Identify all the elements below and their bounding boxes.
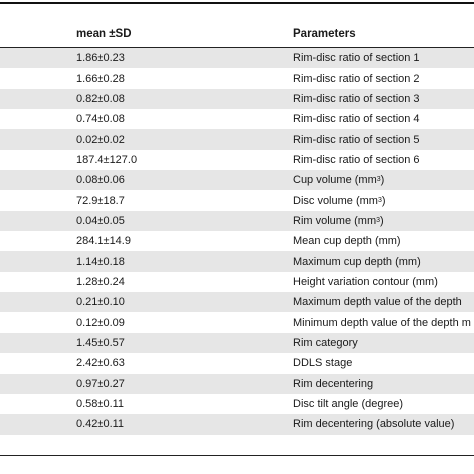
cell-parameter: Rim-disc ratio of section 6	[293, 153, 420, 166]
table-row: 1.86±0.23 Rim-disc ratio of section 1	[0, 48, 474, 69]
header-mean-sd: mean ±SD	[76, 28, 132, 40]
cell-mean: 0.58±0.11	[76, 398, 125, 411]
parameter-suffix: )	[380, 214, 384, 227]
table-header-rule	[0, 47, 474, 48]
table-row: 2.42±0.63 DDLS stage	[0, 353, 474, 373]
cell-parameter: Rim-disc ratio of section 3	[293, 92, 420, 105]
cell-mean: 0.02±0.02	[76, 133, 125, 146]
cell-mean: 2.42±0.63	[76, 357, 125, 370]
table-bottom-rule	[0, 455, 474, 456]
cell-parameter: Rim-disc ratio of section 1	[293, 52, 420, 65]
cell-mean: 1.66±0.28	[76, 72, 125, 85]
table-row: 187.4±127.0 Rim-disc ratio of section 6	[0, 150, 474, 170]
cell-mean: 0.04±0.05	[76, 214, 125, 227]
table-row: 0.08±0.06 Cup volume (mm 3)	[0, 170, 474, 191]
table-row: 0.12±0.09 Minimum depth value of the dep…	[0, 312, 474, 332]
cell-parameter: Disc tilt angle (degree)	[293, 398, 404, 411]
parameter-suffix: )	[380, 174, 385, 187]
cell-mean: 0.82±0.08	[76, 92, 125, 105]
table-row: 0.42±0.11 Rim decentering (absolute valu…	[0, 414, 474, 435]
parameter-text: Rim volume (mm	[293, 214, 377, 227]
cell-mean: 72.9±18.7	[76, 194, 125, 207]
table-row: 284.1±14.9 Mean cup depth (mm)	[0, 231, 474, 251]
table-row: 1.66±0.28 Rim-disc ratio of section 2	[0, 68, 474, 88]
cell-mean: 1.86±0.23	[76, 52, 125, 65]
cell-mean: 0.97±0.27	[76, 377, 125, 390]
cell-parameter: Maximum depth value of the depth	[293, 296, 462, 309]
cell-parameter: Rim-disc ratio of section 4	[293, 113, 420, 126]
cell-mean: 1.28±0.24	[76, 275, 125, 288]
cell-parameter: Rim category	[293, 336, 358, 349]
cell-parameter: Disc volume (mm 3)	[293, 194, 386, 207]
table-row: 0.21±0.10 Maximum depth value of the dep…	[0, 292, 474, 313]
table-row: 0.58±0.11 Disc tilt angle (degree)	[0, 394, 474, 414]
table-row: 1.14±0.18 Maximum cup depth (mm)	[0, 251, 474, 272]
cell-mean: 284.1±14.9	[76, 235, 131, 248]
cell-mean: 0.21±0.10	[76, 296, 125, 309]
table-row: 1.28±0.24 Height variation contour (mm)	[0, 272, 474, 292]
cell-mean: 1.45±0.57	[76, 336, 125, 349]
parameter-text: Cup volume (mm	[293, 174, 377, 187]
cell-mean: 187.4±127.0	[76, 153, 138, 166]
cell-mean: 0.12±0.09	[76, 316, 125, 329]
table-row: 0.04±0.05 Rim volume (mm 3)	[0, 210, 474, 232]
cell-mean: 0.42±0.11	[76, 418, 125, 431]
table-row: 0.02±0.02 Rim-disc ratio of section 5	[0, 129, 474, 150]
table-row: 0.82±0.08 Rim-disc ratio of section 3	[0, 88, 474, 110]
cell-parameter: Mean cup depth (mm)	[293, 235, 401, 248]
cell-parameter: Height variation contour (mm)	[293, 275, 438, 288]
parameter-suffix: )	[381, 194, 386, 207]
table-row: 72.9±18.7 Disc volume (mm 3)	[0, 190, 474, 210]
parameter-text: Disc volume (mm	[293, 194, 378, 207]
cell-mean: 0.74±0.08	[76, 113, 125, 126]
cell-parameter: Rim-disc ratio of section 5	[293, 133, 420, 146]
cell-parameter: Rim decentering	[293, 377, 374, 390]
cell-parameter: Maximum cup depth (mm)	[293, 255, 421, 268]
cell-parameter: Rim-disc ratio of section 2	[293, 72, 420, 85]
table-row: 0.97±0.27 Rim decentering	[0, 373, 474, 394]
cell-parameter: Rim volume (mm 3)	[293, 214, 384, 227]
table-body: 1.86±0.23 Rim-disc ratio of section 1 1.…	[0, 48, 474, 435]
cell-parameter: Cup volume (mm 3)	[293, 174, 385, 187]
cell-parameter: DDLS stage	[293, 357, 353, 370]
cell-parameter: Minimum depth value of the depth m	[293, 316, 471, 329]
table-header-row: mean ±SD Parameters	[0, 23, 474, 45]
cell-mean: 1.14±0.18	[76, 255, 125, 268]
header-parameters: Parameters	[293, 28, 356, 40]
table-top-rule	[0, 2, 474, 4]
cell-mean: 0.08±0.06	[76, 174, 125, 187]
table-row: 0.74±0.08 Rim-disc ratio of section 4	[0, 109, 474, 129]
cell-parameter: Rim decentering (absolute value)	[293, 418, 455, 431]
table-row: 1.45±0.57 Rim category	[0, 332, 474, 354]
